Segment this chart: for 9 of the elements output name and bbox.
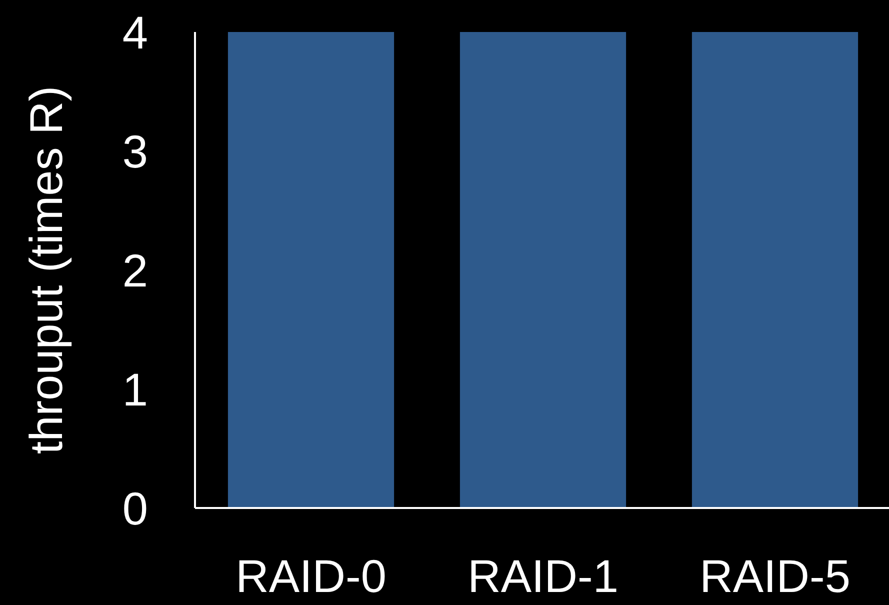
y-tick-label: 2 [122,244,148,297]
y-tick-label: 3 [122,126,148,178]
y-tick-label: 1 [122,364,148,416]
y-tick-label: 0 [122,482,148,535]
y-axis-title: throuput (times R) [20,86,72,454]
x-tick-label: RAID-1 [468,550,618,602]
x-tick-label: RAID-5 [700,550,850,602]
y-tick-label: 4 [122,6,148,59]
x-tick-label: RAID-0 [236,550,386,602]
